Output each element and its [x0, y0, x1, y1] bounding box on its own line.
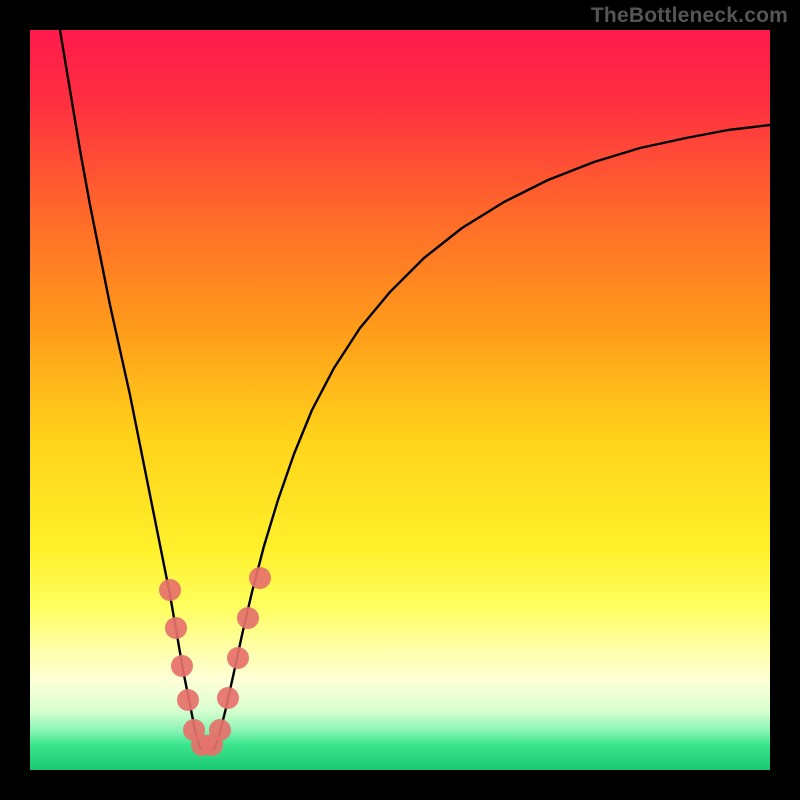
data-marker — [159, 579, 181, 601]
data-marker — [237, 607, 259, 629]
watermark-text: TheBottleneck.com — [591, 4, 788, 28]
data-marker — [165, 617, 187, 639]
data-marker — [171, 655, 193, 677]
bottleneck-curve-chart — [30, 30, 770, 770]
gradient-background — [30, 30, 770, 770]
data-marker — [177, 689, 199, 711]
data-marker — [249, 567, 271, 589]
chart-frame: TheBottleneck.com — [0, 0, 800, 800]
data-marker — [209, 719, 231, 741]
data-marker — [217, 687, 239, 709]
plot-area — [30, 30, 770, 770]
data-marker — [227, 647, 249, 669]
